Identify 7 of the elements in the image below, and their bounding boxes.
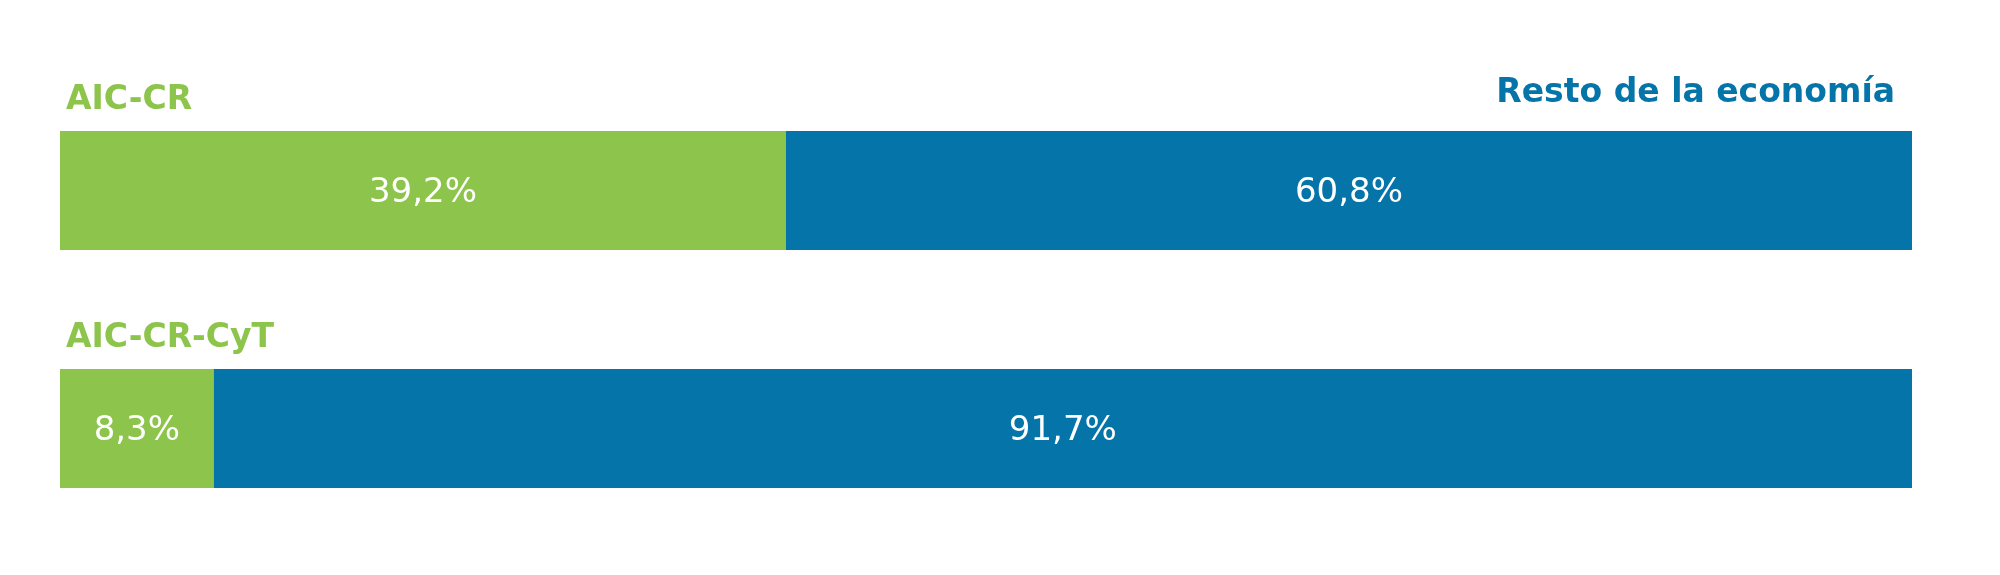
y-tick-label: AIC-CR — [66, 78, 193, 117]
data-label: 60,8% — [1294, 170, 1403, 211]
data-label: 91,7% — [1008, 408, 1117, 449]
data-label: 39,2% — [368, 170, 477, 211]
y-tick-label: AIC-CR-CyT — [66, 316, 275, 355]
series-label: Resto de la economía — [1496, 71, 1895, 110]
data-label: 8,3% — [93, 408, 181, 449]
